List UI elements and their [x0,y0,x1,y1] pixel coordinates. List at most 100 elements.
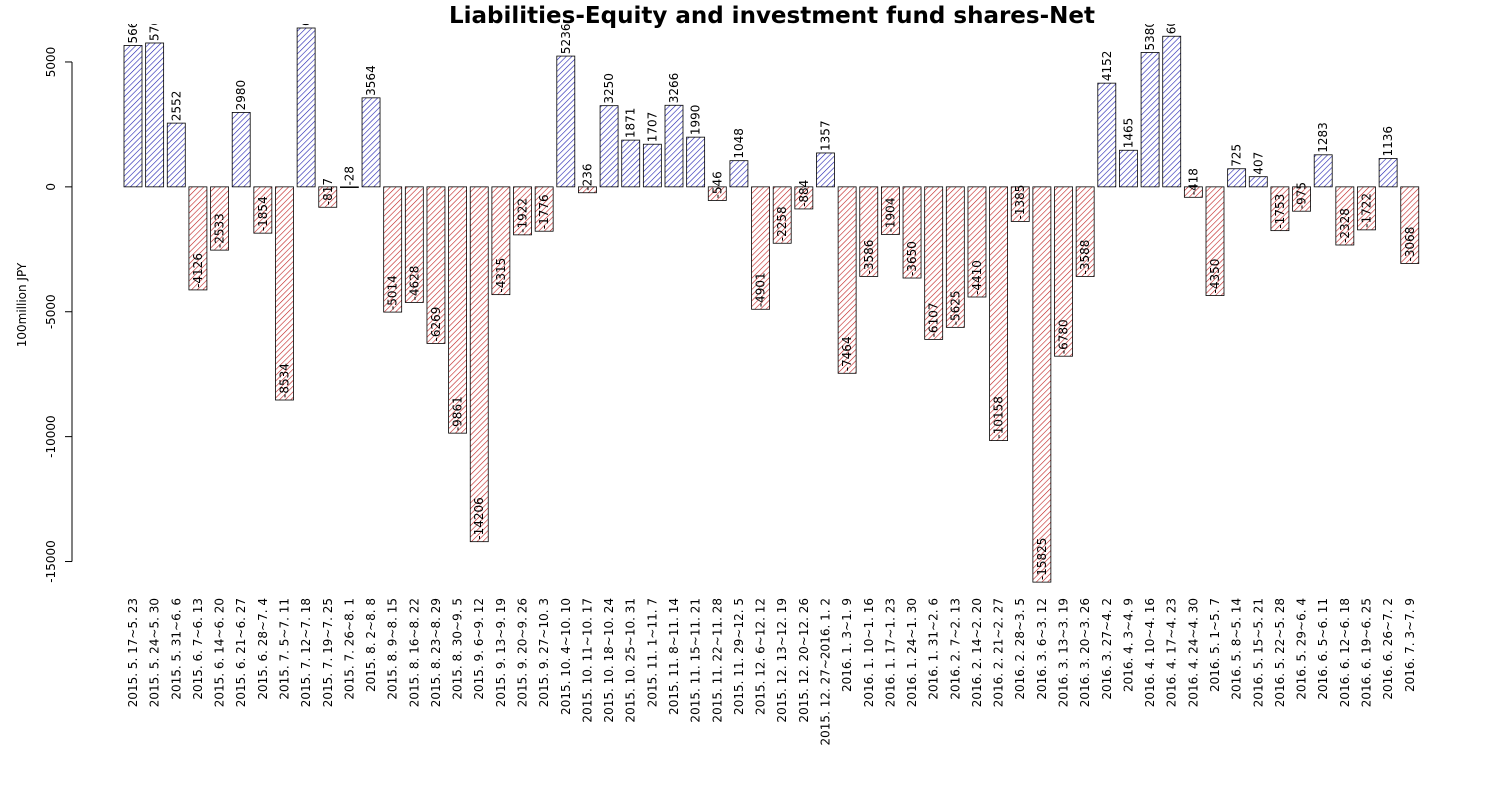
x-tick-label: 2015. 10. 18~10. 24 [602,598,616,723]
bar [707,186,727,201]
y-tick-label: -15000 [44,540,58,583]
value-label: 3266 [667,73,681,104]
x-tick-label: 2016. 5. 29~6. 4 [1295,598,1309,700]
x-tick-label: 2016. 1. 17~1. 23 [883,598,897,707]
bar [1313,154,1333,188]
value-label: -4315 [494,258,508,293]
bar [491,186,511,296]
value-label: 2980 [234,80,248,111]
x-tick-label: 2016. 3. 20~3. 26 [1078,598,1092,707]
x-tick-label: 2016. 2. 21~2. 27 [992,598,1006,707]
x-tick-label: 2016. 5. 15~5. 21 [1251,598,1265,707]
value-label: -1776 [537,194,551,229]
bar [1140,52,1160,188]
x-tick-label: 2015. 6. 7~6. 13 [191,598,205,700]
value-label: -8534 [277,363,291,398]
bar [772,186,792,244]
x-tick-label: 2015. 11. 29~12. 5 [732,598,746,715]
value-label: 6030 [1165,4,1179,35]
value-label: -4126 [191,253,205,288]
x-tick-label: 2016. 4. 10~4. 16 [1143,598,1157,707]
bar [275,186,294,401]
x-tick-label: 2015. 10. 11~10. 17 [580,598,594,723]
value-label: -1904 [883,198,897,233]
bar [599,105,619,188]
x-tick-label: 2016. 1. 31~2. 6 [927,598,941,700]
value-label: 3250 [602,73,616,104]
value-label: -4901 [754,272,768,307]
bar [145,42,165,188]
value-label: -14206 [472,497,486,540]
bar [188,186,208,291]
value-label: -4350 [1208,259,1222,294]
bar [1119,149,1138,188]
value-label: -6780 [1057,319,1071,354]
bar [664,104,684,188]
bar [1292,186,1311,212]
value-label: 1707 [645,112,659,143]
value-label: 1465 [1121,118,1135,149]
x-tick-label: 2015. 6. 21~6. 27 [234,598,248,707]
x-tick-label: 2015. 8. 16~8. 22 [407,598,421,707]
value-label: -4628 [407,266,421,301]
bar [383,186,403,313]
x-tick-label: 2015. 12. 27~2016. 1. 2 [818,598,832,745]
value-label: 5236 [559,24,573,55]
value-label: -15825 [1035,538,1049,581]
value-label: -6269 [429,307,443,342]
y-tick-label: 0 [44,183,58,191]
x-tick-label: 2016. 2. 28~3. 5 [1013,598,1027,700]
x-tick-label: 2016. 6. 5~6. 11 [1316,598,1330,700]
x-tick-label: 2016. 5. 22~5. 28 [1273,598,1287,707]
x-tick-label: 2015. 9. 27~10. 3 [537,598,551,707]
bar [751,186,770,310]
bar [1097,82,1117,188]
bar [729,160,749,188]
bar [578,186,597,194]
value-label: -418 [1186,168,1200,195]
bar [123,45,143,188]
value-label: -9861 [451,396,465,431]
value-label: -817 [321,178,335,205]
value-label: -28 [342,166,356,186]
x-tick-label: 2015. 8. 9~8. 15 [386,598,400,700]
bar [1183,186,1203,198]
x-tick-label: 2015. 11. 8~11. 14 [667,598,681,715]
x-tick-label: 2015. 10. 25~10. 31 [624,598,638,723]
value-label: -1854 [256,196,270,231]
bar [166,122,186,188]
value-label: -6107 [927,303,941,338]
bar [1054,186,1073,357]
value-label: -1753 [1273,194,1287,229]
bar [621,139,641,188]
bar [318,186,338,208]
x-tick-label: 2015. 11. 22~11. 28 [710,598,724,723]
x-tick-label: 2016. 1. 24~1. 30 [905,598,919,707]
bar [361,97,381,188]
value-label: -1385 [1013,185,1027,220]
value-label: -975 [1295,182,1309,209]
x-tick-label: 2015. 8. 30~9. 5 [451,598,465,700]
x-tick-label: 2015. 6. 14~6. 20 [213,598,227,707]
value-label: 4152 [1100,51,1114,82]
x-tick-label: 2015. 9. 20~9. 26 [516,598,530,707]
bar [534,186,554,232]
bar [1357,186,1376,231]
bar [253,186,273,234]
value-label: -884 [797,180,811,207]
x-tick-label: 2016. 6. 12~6. 18 [1338,598,1352,707]
value-label: -3068 [1403,227,1417,262]
value-label: -2258 [775,206,789,241]
bar [210,186,229,251]
bar [1248,176,1268,188]
y-tick-label: 5000 [44,47,58,78]
bar [1032,186,1052,583]
x-tick-label: 2015. 11. 1~11. 7 [645,598,659,707]
value-label: -3586 [862,240,876,275]
bar [1378,158,1398,188]
bar [513,186,532,236]
x-tick-label: 2016. 4. 24~4. 30 [1186,598,1200,707]
bar [469,186,489,543]
bar [1270,186,1290,232]
value-label: 5380 [1143,20,1157,51]
